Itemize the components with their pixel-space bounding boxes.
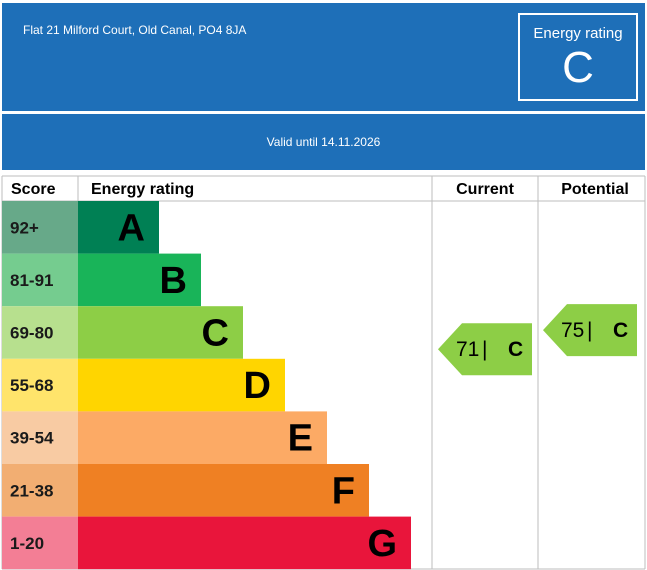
potential-rating-arrow — [543, 304, 637, 357]
band-bar-f — [78, 464, 369, 517]
band-bar-a — [78, 201, 159, 254]
valid-until-text: Valid until 14.11.2026 — [266, 135, 381, 149]
header-current: Current — [456, 181, 514, 198]
header-energy-rating: Energy rating — [91, 181, 194, 198]
current-rating-letter: C — [508, 338, 523, 361]
band-letter-g: G — [367, 523, 397, 565]
score-label-e: 39-54 — [10, 429, 54, 448]
band-letter-f: F — [332, 470, 355, 512]
band-letter-d: D — [244, 365, 271, 407]
band-bar-g — [78, 516, 411, 570]
score-label-g: 1-20 — [10, 534, 44, 553]
current-rating-arrow — [438, 323, 532, 376]
header-score: Score — [11, 181, 56, 198]
score-cell-b — [2, 253, 78, 307]
energy-rating-value: C — [562, 43, 594, 92]
score-cell-f — [2, 464, 78, 517]
current-rating-separator: | — [482, 338, 487, 361]
score-cell-c — [2, 306, 78, 359]
band-bar-d — [78, 358, 285, 412]
band-bar-e — [78, 411, 327, 464]
potential-rating-letter: C — [613, 319, 628, 342]
potential-rating-value: 75 — [561, 319, 584, 342]
score-label-c: 69-80 — [10, 324, 53, 343]
band-bar-c — [78, 306, 243, 359]
score-cell-d — [2, 358, 78, 412]
score-cell-e — [2, 411, 78, 464]
band-bar-b — [78, 253, 201, 307]
energy-rating-box: Energy rating C — [518, 13, 638, 101]
potential-rating-separator: | — [587, 319, 592, 342]
energy-rating-label: Energy rating — [533, 25, 623, 42]
score-cell-a — [2, 201, 78, 254]
score-cell-g — [2, 516, 78, 570]
score-label-d: 55-68 — [10, 376, 53, 395]
score-label-a: 92+ — [10, 218, 39, 237]
score-label-f: 21-38 — [10, 481, 53, 500]
band-letter-c: C — [202, 313, 229, 355]
property-address: Flat 21 Milford Court, Old Canal, PO4 8J… — [23, 23, 247, 37]
band-letter-a: A — [118, 207, 145, 249]
header-banner: Flat 21 Milford Court, Old Canal, PO4 8J… — [2, 3, 645, 111]
valid-until-bar: Valid until 14.11.2026 — [2, 114, 645, 170]
band-letter-e: E — [288, 418, 313, 460]
score-label-b: 81-91 — [10, 271, 53, 290]
header-potential: Potential — [561, 181, 629, 198]
current-rating-value: 71 — [456, 338, 479, 361]
band-letter-b: B — [160, 260, 187, 302]
